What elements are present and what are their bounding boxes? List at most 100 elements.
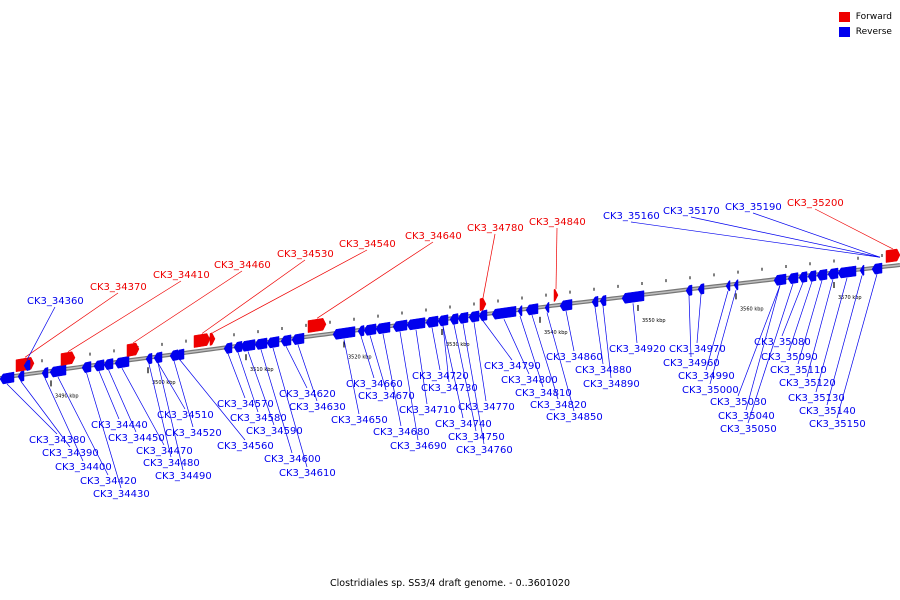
reverse-gene-block: [254, 337, 268, 350]
reverse-gene-block: [240, 339, 256, 352]
reverse-gene-label: CK3_35040: [718, 411, 775, 422]
reverse-gene-label: CK3_35090: [761, 352, 818, 363]
reverse-gene-label: CK3_34490: [155, 471, 212, 482]
reverse-gene-block: [169, 349, 179, 362]
forward-gene-block: [307, 318, 327, 333]
reverse-gene-label: CK3_35110: [770, 365, 827, 376]
forward-swatch: [838, 11, 850, 22]
reverse-leader-line: [285, 345, 308, 389]
forward-gene-label: CK3_34460: [214, 260, 271, 271]
reverse-leader-line: [696, 294, 702, 344]
reverse-leader-line: [503, 319, 530, 375]
reverse-leader-line: [415, 329, 428, 405]
reverse-gene-label: CK3_34570: [217, 399, 274, 410]
reverse-gene-label: CK3_34470: [136, 446, 193, 457]
tick-label: 3570 kbp: [838, 295, 862, 301]
reverse-leader-line: [179, 359, 246, 441]
reverse-gene-block: [17, 370, 25, 382]
reverse-gene-label: CK3_35140: [799, 406, 856, 417]
reverse-gene-block: [291, 332, 305, 345]
forward-gene-label: CK3_34410: [153, 270, 210, 281]
forward-gene-label: CK3_34540: [339, 239, 396, 250]
reverse-gene-label: CK3_34430: [93, 489, 150, 500]
forward-leader-line: [555, 227, 558, 290]
forward-gene-block: [479, 297, 487, 312]
reverse-leader-line: [705, 290, 729, 371]
reverse-leader-line: [272, 347, 308, 468]
reverse-leader-line: [546, 312, 575, 412]
reverse-gene-block: [103, 358, 114, 370]
reverse-leader-line: [688, 295, 692, 358]
reverse-gene-label: CK3_35080: [754, 337, 811, 348]
reverse-leader-line: [747, 283, 794, 424]
reverse-gene-block: [798, 271, 808, 283]
reverse-gene-block: [491, 305, 517, 320]
reverse-gene-block: [23, 359, 31, 371]
reverse-gene-label: CK3_34800: [501, 375, 558, 386]
reverse-gene-label: CK3_34590: [246, 426, 303, 437]
reverse-gene-label: CK3_34740: [435, 419, 492, 430]
reverse-leader-line: [473, 322, 487, 402]
reverse-leader-line: [806, 279, 834, 378]
reverse-gene-label: CK3_34510: [157, 410, 214, 421]
reverse-gene-block: [525, 303, 539, 316]
reverse-leader-line: [57, 376, 109, 476]
reverse-leader-line: [6, 383, 58, 435]
forward-leader-line: [132, 270, 243, 344]
reverse-leader-line: [382, 333, 402, 427]
forward-gene-block: [60, 351, 76, 366]
reverse-gene-label: CK3_34690: [390, 441, 447, 452]
reverse-gene-block: [685, 284, 693, 296]
reverse-gene-label: CK3_34600: [264, 454, 321, 465]
reverse-gene-label: CK3_35050: [720, 424, 777, 435]
reverse-leader-line: [788, 281, 813, 352]
reverse-gene-block: [478, 309, 488, 322]
forward-gene-label: CK3_34530: [277, 249, 334, 260]
reverse-gene-label: CK3_34880: [575, 365, 632, 376]
reverse-gene-label: CK3_34710: [399, 405, 456, 416]
reverse-gene-block: [468, 310, 480, 323]
reverse-gene-label: CK3_35130: [788, 393, 845, 404]
reverse-gene-label: CK3_34860: [546, 352, 603, 363]
reverse-gene-block: [859, 264, 865, 276]
reverse-gene-block: [392, 319, 408, 332]
tick-label: 3520 kbp: [348, 354, 372, 360]
reverse-leader-line: [247, 351, 275, 426]
reverse-leader-line: [26, 306, 56, 361]
reverse-gene-label: CK3_34630: [289, 402, 346, 413]
reverse-gene-label: CK3_34720: [412, 371, 469, 382]
reverse-leader-line: [260, 349, 293, 454]
scale-ticks: 3490 kbp 3500 kbp 3510 kbp 3520 kbp 3530 kbp…: [17, 254, 883, 399]
reverse-gene-label: CK3_34660: [346, 379, 403, 390]
reverse-leader-line: [44, 378, 84, 462]
reverse-leader-line: [519, 315, 544, 388]
tick-label: 3560 kbp: [740, 306, 764, 312]
forward-gene-label: CK3_34370: [90, 282, 147, 293]
reverse-gene-label: CK3_34610: [279, 468, 336, 479]
reverse-gene-block: [437, 314, 449, 327]
reverse-gene-block: [697, 283, 705, 295]
map-caption: Clostridiales sp. SS3/4 draft genome. - …: [329, 578, 570, 589]
reverse-gene-block: [725, 280, 731, 292]
legend: Forward Reverse: [838, 9, 892, 39]
reverse-leader-line: [745, 285, 781, 411]
reverse-gene-label: CK3_34670: [358, 391, 415, 402]
reverse-gene-label: CK3_34920: [609, 344, 666, 355]
reverse-gene-label: CK3_34730: [421, 383, 478, 394]
reverse-gene-block: [773, 273, 787, 286]
reverse-leader-line: [709, 289, 737, 385]
reverse-gene-block: [223, 342, 233, 354]
reverse-gene-label: CK3_34360: [27, 296, 84, 307]
reverse-leader-line: [797, 280, 823, 365]
reverse-leader-line: [121, 368, 165, 446]
tick-label: 3550 kbp: [642, 318, 666, 324]
reverse-gene-block: [114, 356, 130, 369]
reverse-leader-line: [453, 324, 477, 432]
reverse-gene-block: [871, 262, 883, 275]
reverse-gene-block: [837, 265, 857, 279]
reverse-gene-label: CK3_34790: [484, 361, 541, 372]
forward-leader-line: [24, 292, 119, 358]
forward-leader-line: [201, 259, 306, 334]
reverse-gene-label: CK3_34890: [583, 379, 640, 390]
